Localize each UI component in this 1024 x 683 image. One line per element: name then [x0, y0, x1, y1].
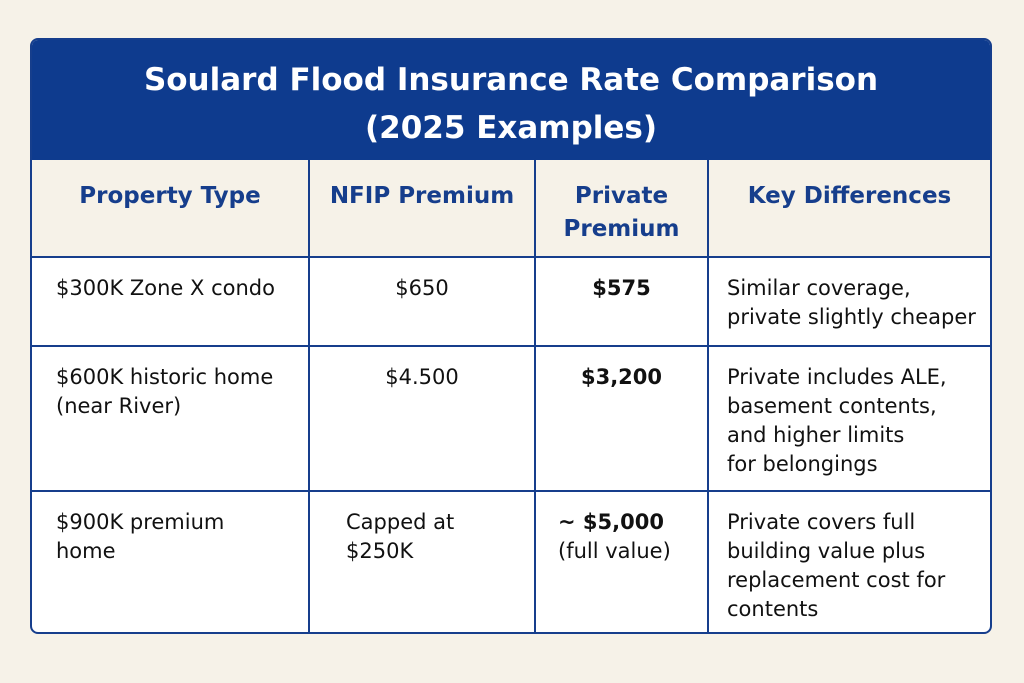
- table-cell: $650: [310, 258, 536, 347]
- title-line: Soulard Flood Insurance Rate Comparison: [143, 62, 879, 98]
- cell-line: Premium: [563, 216, 680, 242]
- cell-line: and higher limits: [727, 423, 905, 447]
- cell-line: Capped at: [346, 510, 455, 534]
- table-card: Soulard Flood Insurance Rate Comparison …: [30, 38, 992, 634]
- cell-line: Private includes ALE,: [727, 365, 947, 389]
- table-cell: ~ $5,000 (full value): [536, 492, 709, 632]
- cell-line: home: [56, 539, 116, 563]
- cell-line: (near River): [56, 394, 182, 418]
- table-cell: $300K Zone X condo: [32, 258, 310, 347]
- table-cell: $4.500: [310, 347, 536, 492]
- table-cell: $900K premium home: [32, 492, 310, 632]
- cell-line: building value plus: [727, 539, 926, 563]
- header-cell: Property Type: [32, 160, 310, 258]
- cell-line: $600K historic home: [56, 365, 274, 389]
- cell-line: for belongings: [727, 452, 878, 476]
- cell-line: Similar coverage,: [727, 276, 911, 300]
- cell-line: Key Differences: [747, 183, 952, 209]
- cell-line: Private covers full: [727, 510, 916, 534]
- table: Property Type NFIP Premium Private Premium K…: [32, 160, 990, 632]
- cell-line: contents: [727, 597, 819, 621]
- cell-line: private slightly cheaper: [727, 305, 976, 329]
- header-cell: NFIP Premium: [310, 160, 536, 258]
- table-cell: Private includes ALE, basement contents, a…: [709, 347, 990, 492]
- title-line: (2025 Examples): [364, 110, 658, 146]
- cell-line: Private: [574, 183, 669, 209]
- cell-line: $900K premium: [56, 510, 225, 534]
- cell-line: $300K Zone X condo: [56, 276, 275, 300]
- cell-line: $650: [395, 276, 449, 300]
- title-banner: Soulard Flood Insurance Rate Comparison …: [32, 40, 990, 160]
- table-cell: $575: [536, 258, 709, 347]
- cell-line: (full value): [558, 539, 671, 563]
- header-cell: Private Premium: [536, 160, 709, 258]
- table-cell: Similar coverage, private slightly cheape…: [709, 258, 990, 347]
- header-cell: Key Differences: [709, 160, 990, 258]
- cell-line: ~ $5,000: [558, 510, 664, 534]
- table-cell: $3,200: [536, 347, 709, 492]
- cell-line: basement contents,: [727, 394, 937, 418]
- table-cell: Capped at $250K: [310, 492, 536, 632]
- cell-line: $575: [592, 276, 651, 300]
- cell-line: $4.500: [385, 365, 459, 389]
- table-cell: $600K historic home (near River): [32, 347, 310, 492]
- cell-line: replacement cost for: [727, 568, 946, 592]
- cell-line: NFIP Premium: [329, 183, 515, 209]
- cell-line: $250K: [346, 539, 414, 563]
- table-cell: Private covers full building value plus re…: [709, 492, 990, 632]
- cell-line: $3,200: [580, 365, 663, 389]
- cell-line: Property Type: [79, 183, 261, 209]
